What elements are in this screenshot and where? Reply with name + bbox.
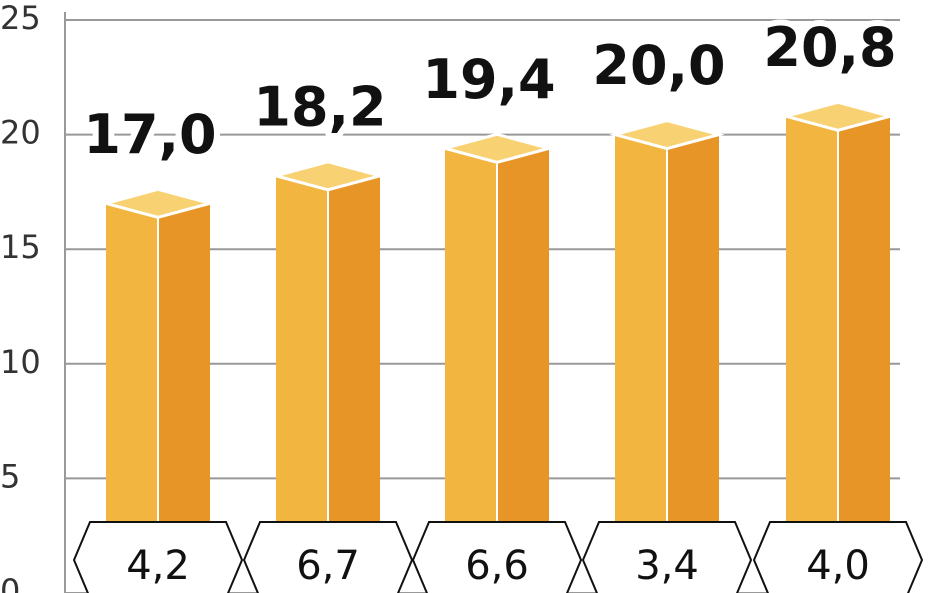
bottom-label: 4,2 bbox=[126, 543, 190, 589]
y-tick-label: 15 bbox=[0, 228, 41, 266]
label-badge bbox=[752, 521, 924, 593]
bottom-label: 3,4 bbox=[635, 543, 699, 589]
y-tick-label: 0 bbox=[0, 572, 20, 593]
bar-front bbox=[615, 134, 667, 593]
label-badge bbox=[581, 521, 753, 593]
bottom-label: 4,0 bbox=[806, 543, 870, 589]
bar-side bbox=[158, 203, 210, 593]
bottom-label: 6,7 bbox=[296, 543, 360, 589]
value-label: 20,8 bbox=[763, 16, 896, 79]
y-tick-label: 20 bbox=[0, 114, 41, 152]
bar bbox=[609, 119, 725, 593]
bar-front bbox=[106, 203, 158, 593]
bar-side bbox=[497, 148, 549, 593]
bar-top bbox=[609, 119, 725, 151]
bar-side bbox=[667, 134, 719, 593]
bar bbox=[100, 187, 216, 593]
bar-side bbox=[328, 175, 380, 593]
value-label: 18,2 bbox=[253, 75, 386, 138]
label-badge bbox=[72, 521, 244, 593]
y-tick-label: 10 bbox=[0, 343, 41, 381]
bar-front bbox=[786, 116, 838, 593]
bar-top bbox=[100, 187, 216, 219]
y-tick-label: 25 bbox=[0, 0, 41, 37]
label-badge bbox=[411, 521, 583, 593]
value-label: 17,0 bbox=[83, 103, 216, 166]
y-tick-label: 5 bbox=[0, 457, 20, 495]
bar-top bbox=[270, 160, 386, 192]
bar bbox=[439, 132, 555, 593]
bar-front bbox=[445, 148, 497, 593]
bar-top bbox=[780, 100, 896, 132]
value-label: 20,0 bbox=[592, 34, 725, 97]
bar bbox=[270, 160, 386, 593]
bottom-label: 6,6 bbox=[465, 543, 529, 589]
bar-side bbox=[838, 116, 890, 593]
value-label: 19,4 bbox=[422, 48, 555, 111]
bar-front bbox=[276, 175, 328, 593]
bar bbox=[780, 100, 896, 593]
bar-top bbox=[439, 132, 555, 164]
